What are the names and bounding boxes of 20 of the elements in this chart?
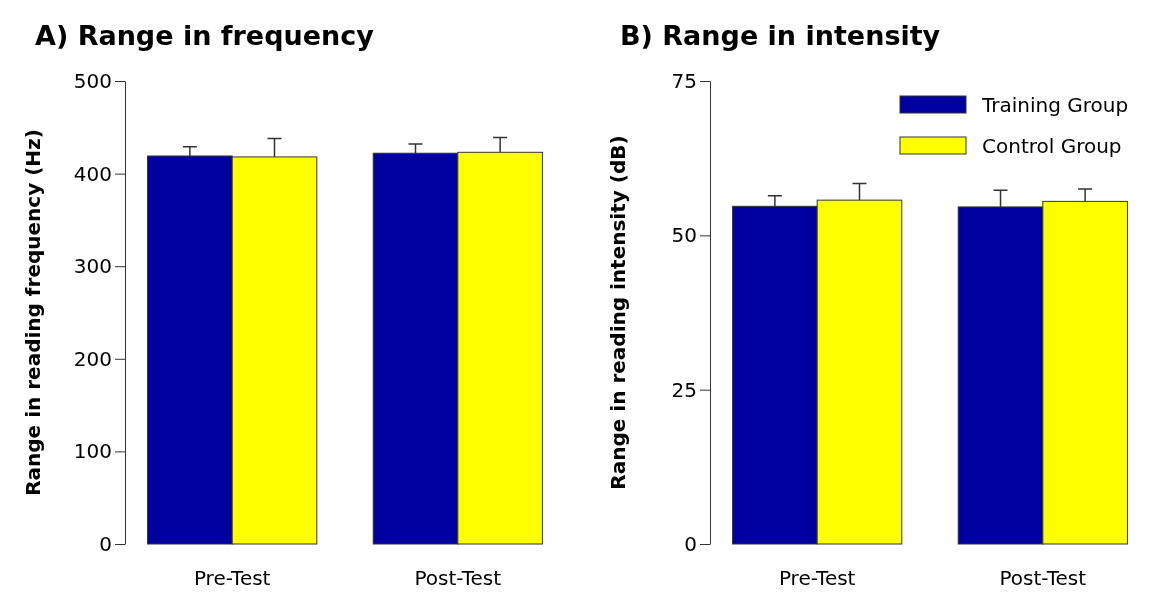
y-tick-label: 500 (73, 68, 112, 93)
y-tick-label: 200 (73, 346, 112, 371)
x-tick-label: Post-Test (414, 566, 502, 590)
y-tick-label: 0 (684, 531, 697, 556)
y-tick-label: 50 (671, 223, 697, 248)
y-tick-label: 300 (73, 254, 112, 279)
y-tick-label: 75 (671, 68, 697, 93)
y-axis-title: Range in reading frequency (Hz) (21, 129, 45, 496)
y-tick-label: 25 (671, 377, 697, 402)
chart-title: A) Range in frequency (35, 20, 375, 51)
chart-title: B) Range in intensity (620, 20, 941, 51)
legend-label: Training Group (981, 93, 1129, 117)
x-tick-label: Post-Test (999, 566, 1087, 590)
legend-label: Control Group (982, 134, 1122, 158)
y-tick-label: 400 (73, 161, 112, 186)
y-axis-title: Range in reading intensity (dB) (606, 135, 630, 490)
x-tick-label: Pre-Test (778, 566, 856, 590)
y-tick-label: 100 (73, 439, 112, 464)
y-tick-label: 0 (99, 531, 112, 556)
x-tick-label: Pre-Test (193, 566, 271, 590)
